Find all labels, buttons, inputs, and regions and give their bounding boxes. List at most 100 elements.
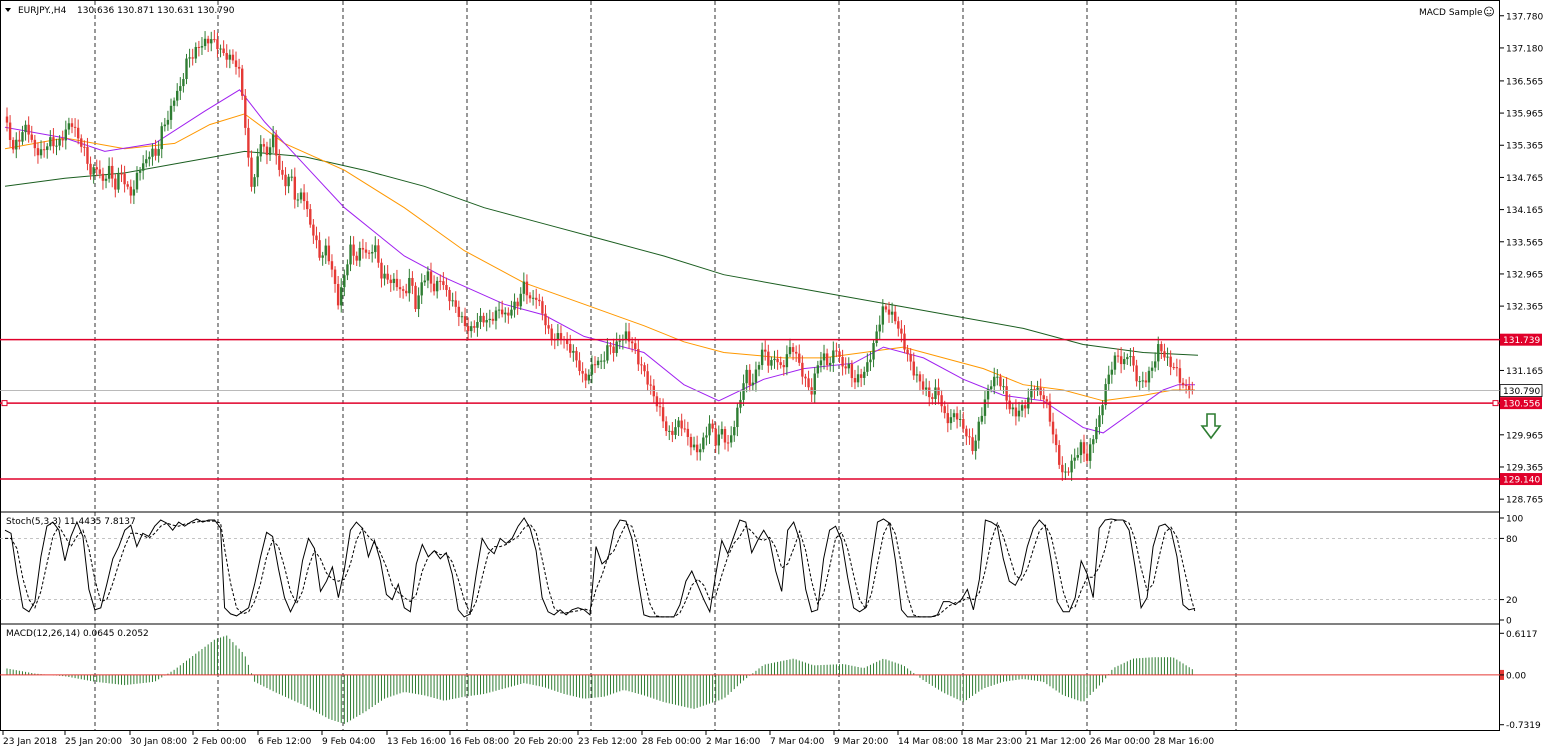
time-tick-label: 28 Mar 16:00 bbox=[1154, 737, 1214, 747]
candle bbox=[284, 167, 287, 196]
candle bbox=[426, 266, 430, 289]
candle bbox=[1175, 358, 1179, 377]
hline-handle-left[interactable] bbox=[1, 400, 8, 407]
candle bbox=[717, 425, 721, 455]
candle bbox=[27, 116, 30, 143]
candle bbox=[1153, 352, 1157, 372]
candle bbox=[120, 164, 123, 183]
macd-tick-label: 0.6117 bbox=[1506, 630, 1538, 640]
candle bbox=[748, 364, 751, 392]
candle bbox=[525, 274, 529, 305]
candle bbox=[934, 379, 937, 405]
candle bbox=[541, 296, 544, 321]
candle bbox=[463, 307, 467, 332]
candle bbox=[305, 192, 309, 217]
candle bbox=[76, 119, 80, 145]
candle bbox=[801, 355, 804, 385]
candle bbox=[262, 138, 266, 153]
candle bbox=[686, 421, 690, 446]
candle bbox=[556, 324, 560, 347]
candle bbox=[705, 426, 708, 446]
chart-ohlc: 130.636 130.871 130.631 130.790 bbox=[77, 6, 235, 16]
candle bbox=[18, 130, 21, 150]
candle bbox=[15, 132, 18, 159]
candle bbox=[1172, 362, 1175, 370]
candle bbox=[367, 249, 371, 260]
candle bbox=[219, 44, 222, 58]
candle bbox=[80, 134, 83, 153]
time-tick-label: 14 Mar 08:00 bbox=[898, 737, 958, 747]
candle bbox=[296, 193, 300, 208]
candle bbox=[312, 219, 315, 244]
candle bbox=[1184, 379, 1188, 394]
candle bbox=[457, 300, 461, 327]
candle bbox=[132, 180, 136, 205]
candle bbox=[643, 362, 646, 377]
horizontal-lines[interactable]: 131.739 130.556 129.140 130.790 bbox=[0, 333, 1543, 486]
candle bbox=[658, 397, 662, 417]
candle bbox=[473, 320, 476, 333]
candle bbox=[213, 30, 216, 43]
candle bbox=[952, 409, 956, 422]
candle bbox=[333, 266, 337, 293]
candle bbox=[64, 120, 67, 150]
candle bbox=[228, 49, 232, 69]
candle bbox=[61, 130, 64, 148]
candle bbox=[417, 287, 420, 318]
candle bbox=[757, 361, 761, 377]
candle bbox=[736, 403, 739, 437]
candle bbox=[1169, 350, 1172, 376]
candle bbox=[191, 48, 194, 66]
candle bbox=[835, 342, 838, 358]
candle bbox=[559, 325, 563, 345]
candle bbox=[980, 407, 984, 425]
candle bbox=[1116, 348, 1120, 363]
candle bbox=[1141, 371, 1144, 388]
candle bbox=[423, 274, 426, 286]
candle bbox=[729, 426, 733, 448]
candle bbox=[878, 315, 881, 340]
candle bbox=[689, 433, 693, 456]
candle bbox=[244, 89, 247, 136]
dropdown-triangle-icon[interactable] bbox=[5, 8, 11, 12]
hline-handle-right[interactable] bbox=[1492, 400, 1499, 407]
candle bbox=[813, 367, 816, 404]
candle bbox=[671, 421, 674, 443]
candle bbox=[971, 428, 974, 455]
price-tick-label: 129.965 bbox=[1506, 431, 1543, 441]
candle bbox=[126, 181, 129, 190]
candle bbox=[129, 179, 132, 204]
candle bbox=[856, 365, 860, 388]
candle bbox=[321, 251, 324, 266]
candle bbox=[1098, 406, 1101, 435]
candle bbox=[711, 419, 714, 433]
candle bbox=[569, 334, 572, 358]
time-tick-label: 13 Feb 16:00 bbox=[387, 737, 446, 747]
candle bbox=[138, 166, 142, 181]
candle bbox=[760, 342, 764, 370]
candle bbox=[547, 316, 550, 335]
candle bbox=[95, 159, 98, 177]
candle bbox=[1147, 366, 1151, 392]
candle bbox=[853, 369, 857, 390]
candle bbox=[946, 404, 950, 433]
candle bbox=[101, 167, 105, 190]
candle bbox=[179, 77, 182, 100]
candle bbox=[550, 323, 553, 346]
hline-price-text: 130.556 bbox=[1503, 400, 1540, 410]
candle bbox=[383, 265, 386, 286]
candle bbox=[1008, 394, 1011, 414]
time-tick-label: 25 Jan 20:00 bbox=[65, 737, 122, 747]
candle bbox=[1058, 440, 1061, 469]
candle bbox=[405, 283, 408, 297]
candle bbox=[386, 265, 389, 285]
candle bbox=[70, 118, 74, 134]
candle bbox=[340, 278, 343, 313]
candle bbox=[986, 384, 990, 408]
candle bbox=[488, 309, 491, 328]
candle bbox=[210, 31, 213, 52]
macd-panel bbox=[0, 635, 1504, 724]
candle bbox=[723, 426, 727, 450]
candle bbox=[1101, 400, 1104, 425]
